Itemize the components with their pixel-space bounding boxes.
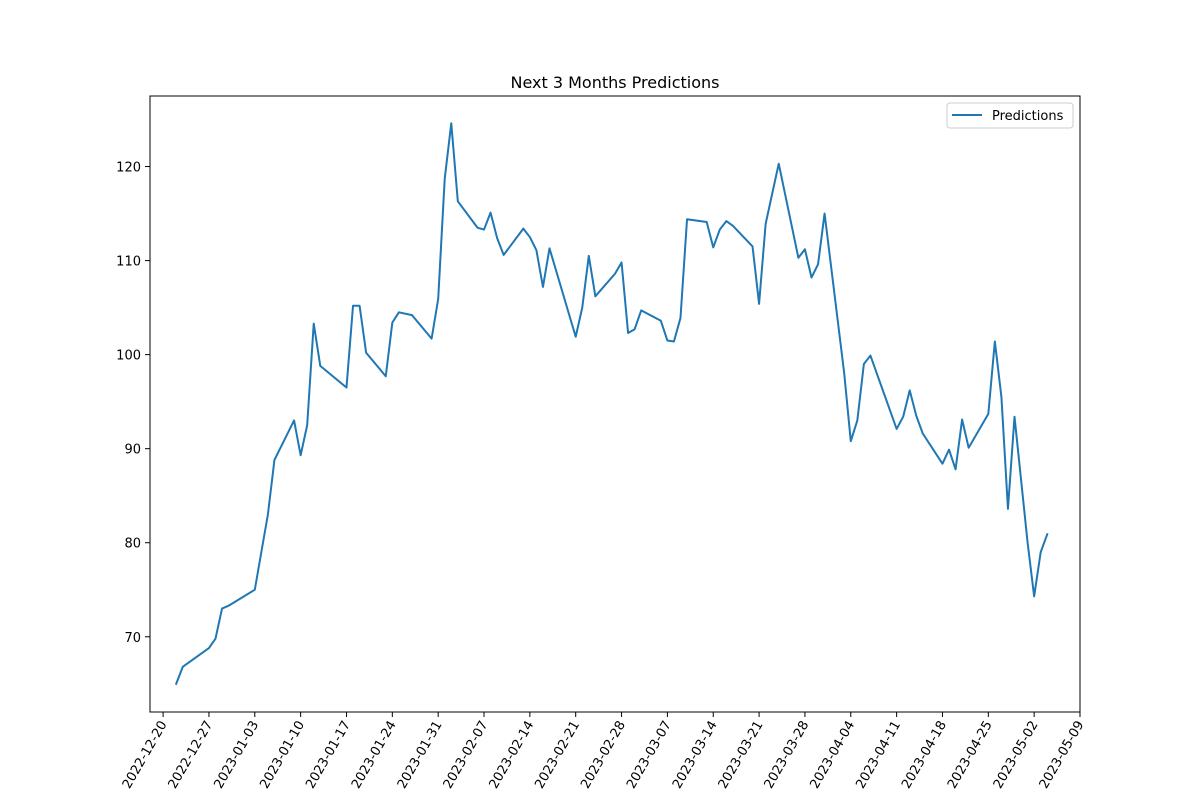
- x-tick-label: 2023-03-28: [762, 719, 813, 792]
- x-tick-label: 2023-02-21: [532, 719, 583, 792]
- x-tick-label: 2023-03-07: [624, 719, 675, 792]
- series-line-0: [174, 122, 1049, 686]
- x-tick-label: 2023-05-02: [991, 719, 1042, 792]
- y-tick-label: 100: [116, 349, 141, 364]
- x-tick-label: 2023-01-24: [349, 719, 400, 792]
- y-tick-label: 90: [124, 443, 141, 458]
- x-tick-label: 2023-01-10: [257, 719, 308, 792]
- x-tick-label: 2023-03-21: [716, 719, 767, 792]
- x-tick-label: 2022-12-27: [166, 719, 217, 792]
- y-tick-label: 120: [116, 161, 141, 176]
- plot-area: [174, 122, 1049, 686]
- x-tick-label: 2023-04-18: [899, 719, 950, 792]
- x-tick-label: 2023-01-03: [211, 719, 262, 792]
- y-tick-label: 80: [124, 537, 141, 552]
- x-tick-label: 2023-04-25: [945, 718, 996, 791]
- x-tick-label: 2023-01-17: [303, 719, 354, 792]
- x-tick-label: 2023-04-11: [853, 719, 904, 792]
- legend-label: Predictions: [992, 109, 1064, 124]
- y-tick-label: 70: [124, 631, 141, 646]
- legend: Predictions: [946, 102, 1074, 129]
- legend-box: [946, 102, 1074, 129]
- x-tick-label: 2023-02-14: [487, 719, 538, 792]
- y-tick-label: 110: [116, 255, 141, 270]
- axes: 7080901001101202022-12-202022-12-272023-…: [116, 95, 1088, 792]
- chart-title: Next 3 Months Predictions: [510, 73, 719, 92]
- x-tick-label: 2023-05-09: [1037, 719, 1088, 792]
- x-tick-label: 2022-12-20: [120, 719, 171, 792]
- x-tick-label: 2023-02-07: [441, 719, 492, 792]
- x-tick-label: 2023-04-04: [807, 719, 858, 792]
- x-tick-label: 2023-03-14: [670, 719, 721, 792]
- x-tick-label: 2023-01-31: [395, 719, 446, 792]
- x-tick-label: 2023-02-28: [578, 719, 629, 792]
- axes-frame: [149, 95, 1081, 713]
